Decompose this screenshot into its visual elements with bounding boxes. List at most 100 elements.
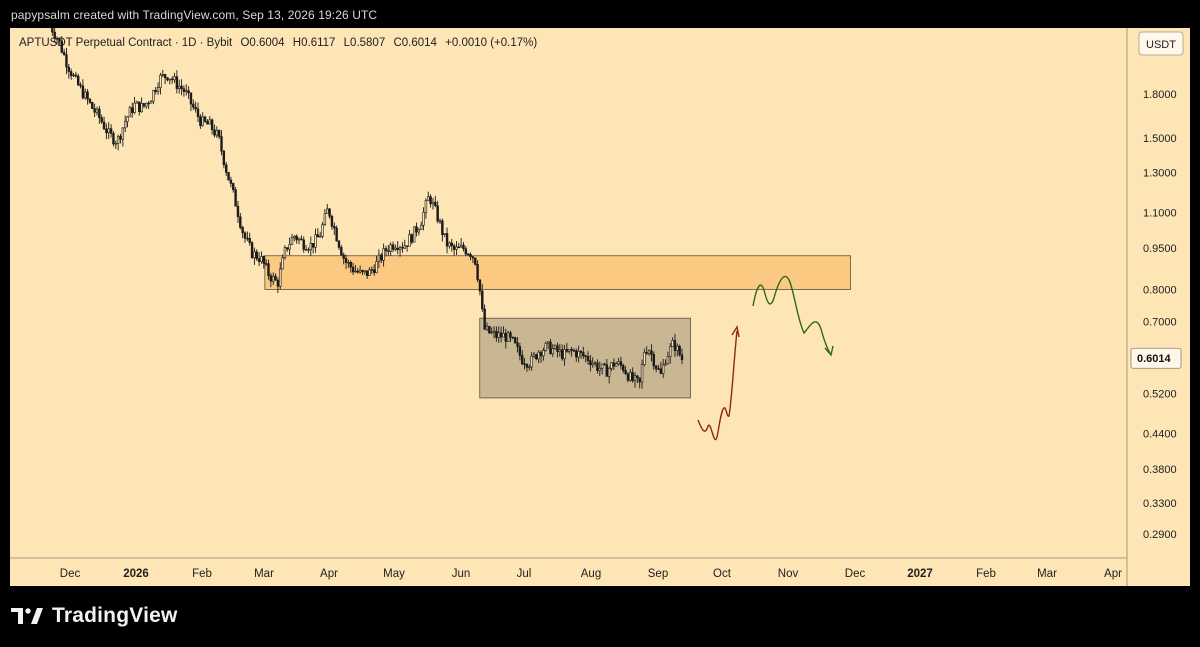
candle-body [260,256,263,262]
candle-body [662,364,665,374]
candle-body [246,237,249,240]
candle-body [537,351,540,360]
candle-body [217,130,221,137]
candle-body [509,332,512,338]
candle-body [114,143,117,145]
candle-body [589,360,592,365]
candle-body [274,275,277,281]
candle-body [438,220,442,222]
y-tick-label: 0.2900 [1143,529,1177,541]
candle-body [267,263,270,276]
candle-body [121,127,125,140]
range-zone[interactable] [479,317,691,399]
header-bar: papypsalm created with TradingView.com, … [0,0,1200,28]
candle-body [441,220,444,235]
candle-body [633,375,637,381]
candle-body [178,85,181,89]
candle-body [126,116,129,122]
candle-body [236,205,240,218]
legend-open-label: O [240,37,249,49]
candle-body [405,245,409,247]
candle-body [596,362,599,371]
candle-body [584,355,587,357]
candle-body [560,349,564,360]
legend-high-label: H [293,37,301,49]
x-tick-label: Mar [254,568,274,580]
bearish-projection-path [752,275,831,354]
candle-body [196,108,200,118]
candle-body [340,247,343,256]
candle-body [586,355,590,361]
candle-body [194,106,197,110]
candle-body [159,74,162,88]
candle-body [326,208,329,214]
candle-body [544,342,547,351]
candle-body [276,279,280,287]
price-chart[interactable]: APTUSDT Perpetual Contract · 1D · Bybit … [10,20,1190,586]
candle-body [225,164,228,173]
candle-body [318,235,322,238]
candle-body [624,370,627,375]
candle-body [333,225,336,229]
last-price-badge [1130,347,1182,369]
y-tick-label: 0.5200 [1143,388,1177,400]
candle-body [170,78,174,81]
legend-open: 0.6004 [249,37,285,49]
candle-body [142,103,146,107]
candle-body [239,216,242,228]
candle-body [546,341,550,344]
currency-label: USDT [1146,39,1176,51]
candle-body [187,90,190,94]
candle-body [626,373,630,381]
candle-body [93,108,96,113]
candle-body [74,74,78,77]
candle-body [264,263,268,265]
candle-body [551,348,554,355]
chart-area[interactable]: APTUSDT Perpetual Contract · 1D · Bybit … [10,20,1190,586]
candle-body [572,350,576,352]
candle-body [309,243,312,250]
candle-body [497,332,500,338]
candle-body [676,345,679,351]
candle-body [495,330,498,338]
y-tick-label: 0.4400 [1143,429,1177,441]
candle-body [314,234,317,248]
candle-body [516,342,519,347]
candle-body [131,107,134,113]
chart-legend: APTUSDT Perpetual Contract · 1D · Bybit … [19,37,537,49]
x-tick-label: Feb [976,568,996,580]
candle-body [58,38,61,42]
candle-body [412,226,416,243]
candle-body [351,266,355,273]
candle-body [316,234,320,238]
candle-body [666,356,670,365]
candle-body [375,261,378,273]
currency-button[interactable] [1138,31,1184,56]
y-tick-label: 1.5000 [1143,133,1177,145]
candle-body [253,251,256,259]
y-tick-label: 1.3000 [1143,167,1177,179]
candle-body [523,363,526,365]
candle-body [335,227,338,242]
candle-body [53,31,56,39]
candle-body [603,363,606,366]
y-tick-label: 1.8000 [1143,89,1177,101]
candle-body [290,237,294,245]
candle-body [382,248,385,261]
candle-body [631,372,634,381]
candle-body [485,325,489,330]
candle-body [499,332,503,338]
candle-body [203,116,207,122]
candle-body [337,240,341,248]
candle-body [297,238,301,241]
candle-body [636,375,639,379]
x-tick-label: Jun [452,568,471,580]
candle-body [445,233,449,247]
candle-body [502,333,505,338]
candle-body [490,331,493,334]
candle-body [356,270,359,273]
candle-body [185,90,188,92]
x-tick-label: Apr [320,568,338,580]
candle-body [629,372,632,381]
candle-body [403,245,406,249]
